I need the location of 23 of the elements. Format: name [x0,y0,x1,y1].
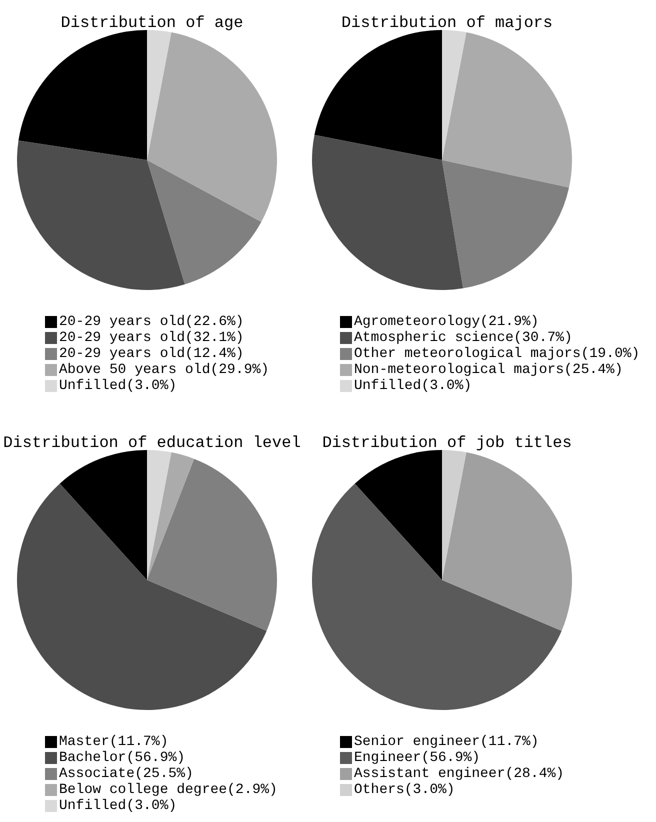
legend-label: Associate(25.5%) [59,766,194,782]
legend-label: Bachelor(56.9%) [59,750,186,766]
legend-label: Senior engineer(11.7%) [354,734,539,750]
legend-label: Unfilled(3.0%) [59,798,177,814]
legend-label: 20-29 years old(12.4%) [59,346,244,362]
legend-label: Assistant engineer(28.4%) [354,766,564,782]
legend-label: Above 50 years old(29.9%) [59,362,270,378]
legend-label: Non-meteorological majors(25.4%) [354,362,623,378]
legend-label: Below college degree(2.9%) [59,782,278,798]
legend-label: Unfilled(3.0%) [59,378,177,394]
legend-label: Master(11.7%) [59,734,168,750]
chart-title: Distribution of majors [341,14,553,32]
legend-label: Other meteorological majors(19.0%) [354,346,640,362]
legend-label: 20-29 years old(32.1%) [59,330,244,346]
legend-label: Others(3.0%) [354,782,455,798]
legend-label: Atmospheric science(30.7%) [354,330,572,346]
legend-label: Unfilled(3.0%) [354,378,472,394]
chart-title: Distribution of education level [3,434,301,452]
legend-label: 20-29 years old(22.6%) [59,314,244,330]
chart-title: Distribution of age [60,14,244,32]
chart-title: Distribution of job titles [322,434,572,452]
legend-label: Engineer(56.9%) [354,750,480,766]
legend-label: Agrometeorology(21.9%) [354,314,539,330]
